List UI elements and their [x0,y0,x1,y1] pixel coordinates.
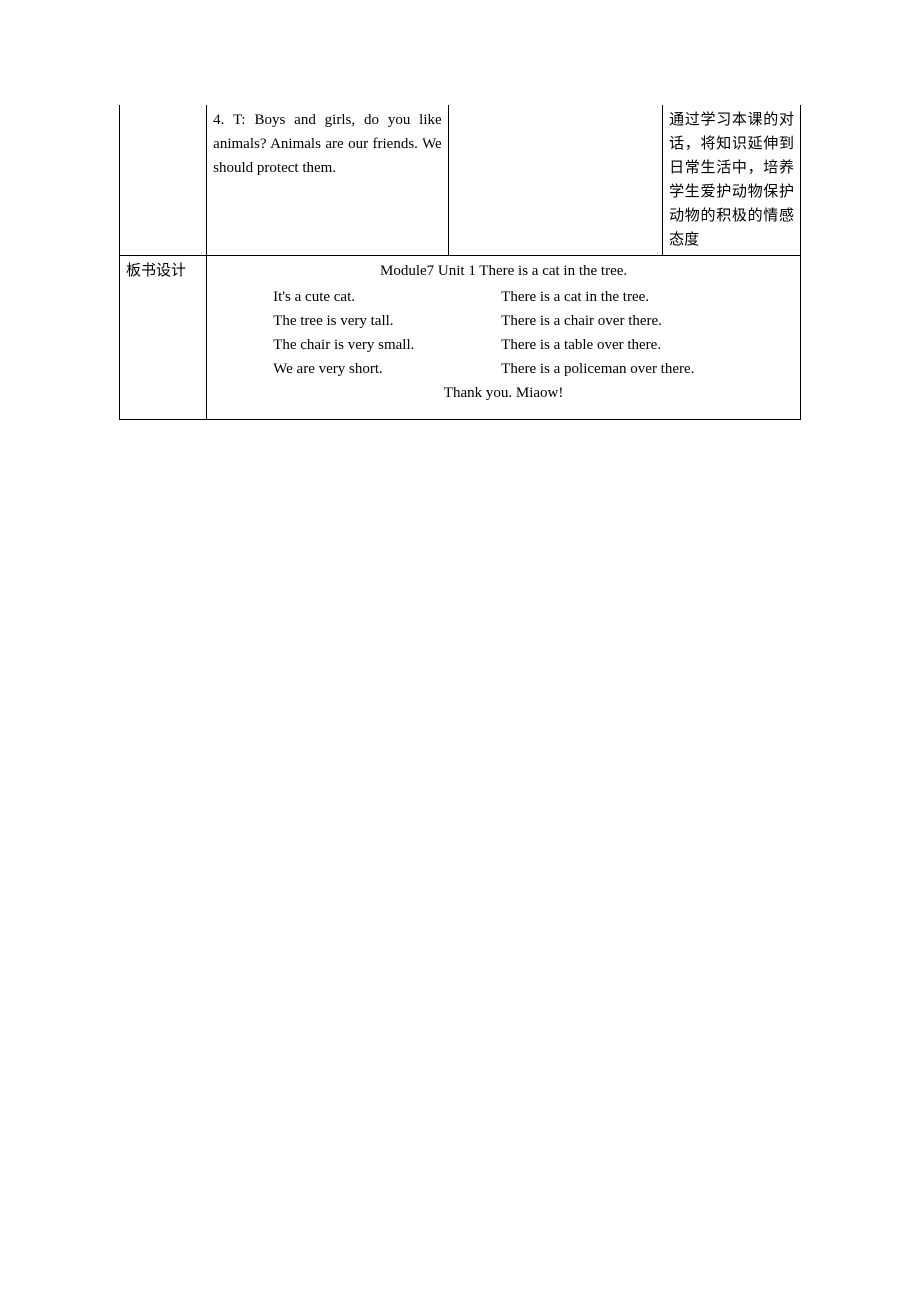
board-right-line: There is a policeman over there. [501,357,794,381]
table-row: 板书设计 Module7 Unit 1 There is a cat in th… [120,256,801,420]
board-title: Module7 Unit 1 There is a cat in the tre… [213,259,794,283]
cell-teacher-dialogue: 4. T: Boys and girls, do you like animal… [207,105,449,256]
board-left-column: It's a cute cat. The tree is very tall. … [273,285,501,381]
cell-objective: 通过学习本课的对话，将知识延伸到日常生活中，培养学生爱护动物保护动物的积极的情感… [663,105,801,256]
board-left-line: It's a cute cat. [273,285,501,309]
board-left-line: We are very short. [273,357,501,381]
table-row: 4. T: Boys and girls, do you like animal… [120,105,801,256]
cell-board-content: Module7 Unit 1 There is a cat in the tre… [207,256,801,420]
cell-empty-2 [448,105,662,256]
board-left-line: The chair is very small. [273,333,501,357]
cell-empty-1 [120,105,207,256]
board-two-column: It's a cute cat. The tree is very tall. … [213,285,794,381]
board-footer: Thank you. Miaow! [213,381,794,405]
board-right-line: There is a cat in the tree. [501,285,794,309]
lesson-plan-table: 4. T: Boys and girls, do you like animal… [119,105,801,420]
board-right-line: There is a chair over there. [501,309,794,333]
cell-board-label: 板书设计 [120,256,207,420]
board-right-line: There is a table over there. [501,333,794,357]
board-left-line: The tree is very tall. [273,309,501,333]
board-right-column: There is a cat in the tree. There is a c… [501,285,794,381]
